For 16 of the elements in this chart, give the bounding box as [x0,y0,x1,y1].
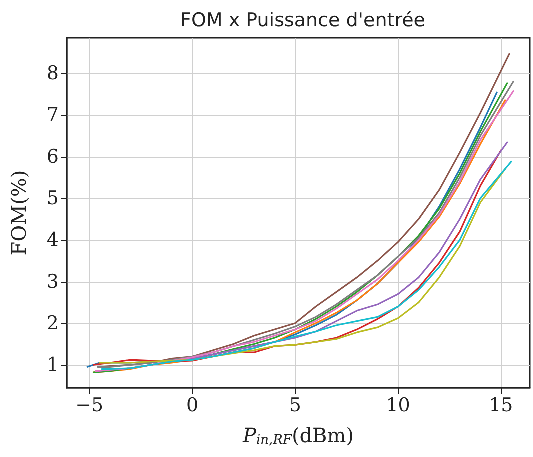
x-tick-label: 15 [489,394,514,416]
y-tick-label: 6 [46,146,59,168]
x-axis-title: Pin,RF(dBm) [242,424,354,448]
y-tick-label: 2 [46,312,59,334]
x-tick-label: 0 [186,394,199,416]
x-tick-label: 5 [289,394,302,416]
x-tick-label: −5 [76,394,104,416]
y-tick-label: 5 [46,187,59,210]
y-tick-label: 8 [46,62,59,84]
y-axis-title: FOM(%) [7,170,31,256]
chart-title: FOM x Puissance d'entrée [180,10,426,32]
y-tick-label: 4 [46,229,59,252]
y-tick-label: 3 [46,270,59,293]
x-tick-label: 10 [386,394,410,416]
y-tick-label: 1 [46,354,59,376]
y-tick-label: 7 [46,104,59,126]
